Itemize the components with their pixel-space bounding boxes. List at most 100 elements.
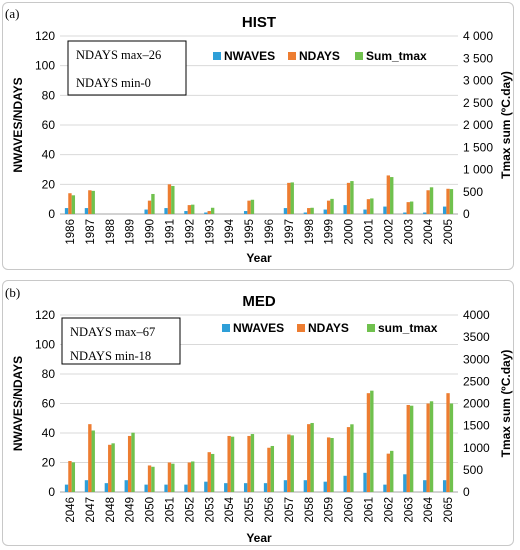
bar-ndays-2053 — [207, 452, 211, 492]
legend-label-sum_tmax: sum_tmax — [378, 321, 438, 335]
bar-ndays-2005 — [446, 188, 450, 214]
annotation-box — [67, 40, 187, 96]
bar-nwaves-2056 — [263, 483, 268, 492]
bar-ndays-2058 — [307, 424, 311, 492]
y-tick-label: 120 — [35, 308, 55, 322]
bar-nwaves-2000 — [343, 205, 347, 214]
bar-sum_tmax-2004 — [429, 187, 434, 214]
legend-label-nwaves: NWAVES — [233, 321, 284, 335]
bar-sum_tmax-1990 — [151, 193, 155, 214]
bar-ndays-2064 — [426, 403, 430, 492]
x-tick-label: 2002 — [383, 219, 395, 245]
bar-nwaves-2005 — [442, 206, 447, 214]
chart-panel-a: (a) HIST 0 20 40 60 80 100 120 0 500 1 000 1 500 2 00… — [5, 6, 513, 265]
bar-sum_tmax-2005 — [449, 189, 454, 214]
bar-ndays-2050 — [147, 465, 152, 492]
y2-tick-label: 1000 — [463, 441, 490, 455]
chart-title: HIST — [242, 14, 276, 31]
bar-nwaves-2001 — [363, 209, 367, 214]
bar-ndays-1995 — [247, 200, 251, 214]
y-tick-label: 60 — [42, 397, 56, 411]
x-tick-label: 1992 — [184, 219, 196, 245]
y2-tick-label: 3000 — [463, 352, 490, 366]
bar-nwaves-1990 — [144, 209, 148, 214]
annotation-text: NDAYS max–67 — [70, 325, 155, 339]
bar-sum_tmax-2065 — [449, 403, 454, 492]
x-tick-label: 2054 — [224, 496, 236, 522]
bar-nwaves-2048 — [104, 483, 109, 492]
x-tick-label: 2064 — [423, 496, 435, 522]
y-tick-label: 120 — [35, 29, 55, 43]
bar-sum_tmax-2059 — [330, 438, 334, 492]
bar-ndays-2060 — [346, 427, 351, 492]
bar-sum_tmax-2057 — [290, 435, 294, 492]
x-tick-label: 2004 — [423, 218, 435, 244]
y2-tick-label: 1500 — [463, 419, 490, 433]
bar-ndays-2047 — [88, 424, 92, 492]
x-tick-label: 1991 — [164, 219, 176, 245]
legend-label-ndays: NDAYS — [308, 321, 349, 335]
y-tick-label: 40 — [42, 426, 56, 440]
bar-nwaves-2051 — [164, 484, 168, 492]
x-tick-label: 2046 — [65, 497, 77, 523]
x-tick-label: 2058 — [304, 497, 316, 523]
bar-nwaves-2059 — [323, 481, 327, 492]
bar-sum_tmax-2001 — [370, 198, 374, 214]
bar-ndays-2000 — [346, 182, 351, 214]
bar-ndays-2057 — [287, 434, 291, 492]
y2-tick-label: 500 — [463, 463, 483, 477]
bar-ndays-1999 — [326, 200, 331, 214]
x-tick-label: 2001 — [363, 219, 375, 245]
x-tick-label: 2056 — [264, 497, 276, 523]
bar-ndays-1986 — [68, 193, 72, 214]
x-tick-label: 1994 — [224, 218, 236, 244]
y2-tick-label: 4000 — [463, 308, 490, 322]
y-tick-label: 80 — [42, 367, 56, 381]
bar-sum_tmax-2051 — [171, 463, 175, 492]
bar-sum_tmax-2060 — [350, 424, 354, 492]
bar-ndays-2049 — [127, 435, 132, 492]
bar-sum_tmax-2050 — [151, 466, 155, 492]
bar-sum_tmax-2000 — [350, 181, 354, 214]
bar-sum_tmax-1991 — [171, 185, 175, 214]
y-tick-label: 0 — [48, 485, 55, 499]
y-tick-label: 100 — [35, 59, 55, 73]
bar-nwaves-2004 — [423, 212, 427, 214]
bar-sum_tmax-2064 — [429, 401, 434, 492]
bar-nwaves-1992 — [184, 211, 188, 214]
y2-axis-title: Tmax sum (ºC.day) — [499, 350, 513, 458]
bar-ndays-2001 — [366, 199, 371, 214]
bar-nwaves-1995 — [243, 211, 248, 214]
bar-ndays-2048 — [108, 444, 112, 492]
bar-sum_tmax-1987 — [91, 190, 95, 214]
x-tick-label: 2065 — [443, 497, 455, 523]
x-tick-label: 2048 — [105, 497, 117, 523]
annotation-text: NDAYS max–26 — [76, 48, 161, 62]
x-tick-label: 1995 — [244, 219, 256, 245]
bar-ndays-2054 — [227, 435, 231, 492]
bar-sum_tmax-2052 — [191, 461, 195, 492]
bar-ndays-1991 — [167, 184, 172, 214]
bar-ndays-1992 — [187, 205, 192, 214]
x-axis-title: Year — [246, 531, 272, 545]
bar-nwaves-2058 — [303, 480, 308, 492]
x-tick-label: 2000 — [344, 219, 356, 245]
y2-tick-label: 1 500 — [463, 140, 493, 154]
x-tick-label: 1993 — [204, 219, 216, 245]
legend-label-ndays: NDAYS — [299, 49, 340, 63]
x-tick-label: 2062 — [383, 497, 395, 523]
bar-ndays-2063 — [406, 404, 410, 492]
panel-label: (b) — [5, 285, 20, 300]
y-tick-label: 0 — [48, 207, 55, 221]
bar-nwaves-1991 — [164, 208, 168, 214]
bar-sum_tmax-1997 — [290, 182, 294, 214]
bar-nwaves-2063 — [403, 474, 407, 492]
bar-ndays-1987 — [88, 190, 92, 214]
y-tick-label: 40 — [42, 148, 56, 162]
bar-sum_tmax-1998 — [310, 207, 314, 214]
y2-tick-label: 3500 — [463, 330, 490, 344]
y2-tick-label: 3 500 — [463, 51, 493, 65]
bar-sum_tmax-2003 — [409, 201, 414, 214]
bar-nwaves-2050 — [144, 484, 148, 492]
x-tick-label: 2059 — [324, 497, 336, 523]
